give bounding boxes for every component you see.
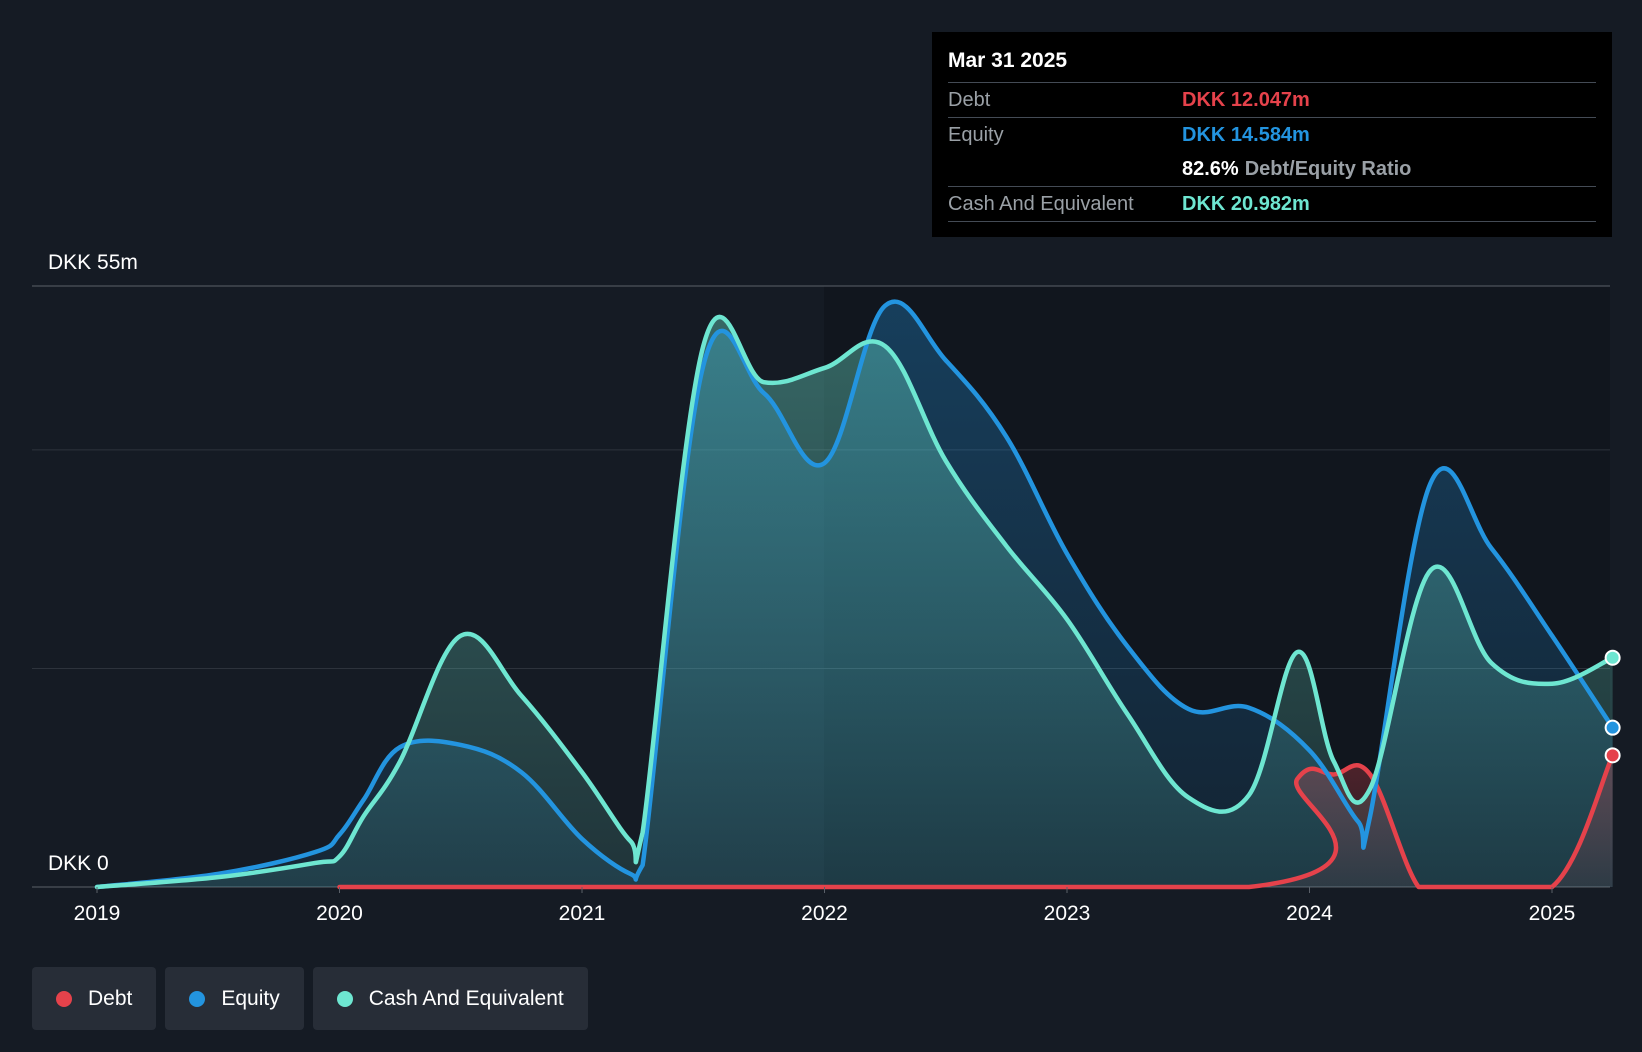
tooltip-equity-row: Equity DKK 14.584m bbox=[948, 118, 1596, 152]
x-tick-label: 2020 bbox=[316, 902, 363, 925]
legend-item-equity[interactable]: Equity bbox=[165, 967, 304, 1030]
cash-dot-icon bbox=[336, 990, 353, 1007]
tooltip-cash-value: DKK 20.982m bbox=[1182, 193, 1310, 215]
debt-end-marker bbox=[1604, 747, 1621, 764]
x-tick-label: 2019 bbox=[74, 902, 121, 925]
tooltip-ratio-row: 82.6% Debt/Equity Ratio bbox=[948, 152, 1596, 187]
tooltip-debt-label: Debt bbox=[948, 89, 991, 111]
tooltip-ratio-value: 82.6% bbox=[1182, 158, 1239, 180]
cash-line bbox=[94, 314, 1615, 890]
tooltip-date: Mar 31 2025 bbox=[948, 46, 1596, 83]
y-axis-bottom-label: DKK 0 bbox=[48, 852, 109, 875]
legend-label-equity: Equity bbox=[221, 986, 280, 1010]
x-tick-label: 2022 bbox=[801, 902, 848, 925]
tooltip-equity-label: Equity bbox=[948, 124, 1004, 146]
legend-label-cash: Cash And Equivalent bbox=[368, 986, 564, 1010]
x-tick-label: 2023 bbox=[1044, 902, 1091, 925]
tooltip-debt-value: DKK 12.047m bbox=[1182, 89, 1310, 111]
equity-dot-icon bbox=[189, 990, 206, 1007]
x-tick-label: 2021 bbox=[559, 902, 606, 925]
cash-end-marker bbox=[1604, 649, 1621, 666]
tooltip-ratio-label: Debt/Equity Ratio bbox=[1244, 158, 1412, 180]
tooltip-debt-row: Debt DKK 12.047m bbox=[948, 83, 1596, 118]
tooltip-equity-value: DKK 14.584m bbox=[1182, 124, 1310, 146]
y-axis-top-label: DKK 55m bbox=[48, 251, 138, 274]
cash-area bbox=[97, 316, 1613, 887]
tooltip-cash-row: Cash And Equivalent DKK 20.982m bbox=[948, 187, 1596, 222]
x-tick-label: 2025 bbox=[1529, 902, 1576, 925]
legend: Debt Equity Cash And Equivalent bbox=[32, 967, 588, 1030]
debt-line bbox=[337, 753, 1615, 890]
tooltip-panel: Mar 31 2025 Debt DKK 12.047m Equity DKK … bbox=[932, 32, 1612, 237]
tooltip-cash-label: Cash And Equivalent bbox=[948, 193, 1134, 215]
equity-end-marker bbox=[1604, 719, 1621, 736]
x-tick-label: 2024 bbox=[1286, 902, 1333, 925]
legend-label-debt: Debt bbox=[88, 986, 133, 1010]
legend-item-cash[interactable]: Cash And Equivalent bbox=[312, 967, 588, 1030]
debt-dot-icon bbox=[56, 990, 72, 1007]
legend-item-debt[interactable]: Debt bbox=[32, 967, 157, 1030]
